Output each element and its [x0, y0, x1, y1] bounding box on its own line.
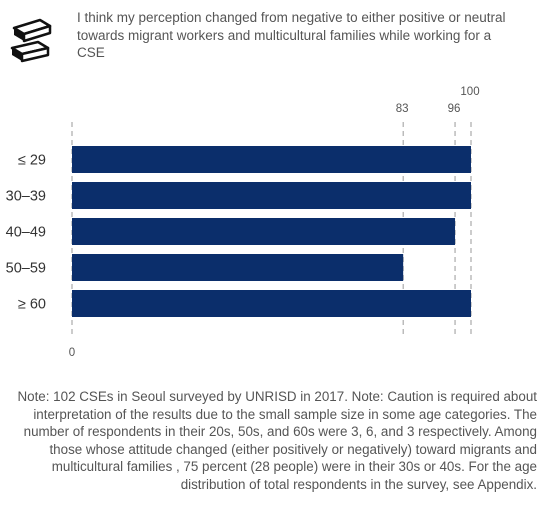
category-label: ≤ 29	[18, 153, 46, 169]
bar	[72, 218, 456, 245]
reference-line-label: 96	[448, 103, 461, 115]
chart-caption: I think my perception changed from negat…	[77, 10, 506, 60]
bar-chart: 0 83 96 100 ≤ 29 30–39 40–49 50–59 ≥ 60	[6, 86, 480, 359]
category-label: ≥ 60	[18, 297, 46, 313]
category-label: 30–39	[6, 189, 46, 205]
reference-line-label: 100	[460, 86, 479, 98]
reference-line-label: 83	[396, 103, 409, 115]
category-label: 50–59	[6, 261, 46, 277]
bar	[72, 254, 404, 281]
reference-line-label: 0	[69, 347, 75, 359]
bar	[72, 290, 471, 317]
books-icon	[10, 18, 52, 63]
chart-note: Note: 102 CSEs in Seoul surveyed by UNRI…	[17, 389, 537, 492]
category-label: 40–49	[6, 225, 46, 241]
bar	[72, 182, 471, 209]
bar	[72, 146, 471, 173]
